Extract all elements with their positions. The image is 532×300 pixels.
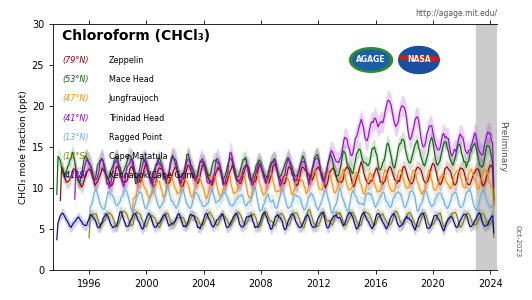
Text: Chloroform (CHCl₃): Chloroform (CHCl₃): [62, 29, 210, 43]
Text: Oct-2023: Oct-2023: [515, 226, 521, 258]
Text: Zeppelin: Zeppelin: [109, 56, 144, 65]
Text: (79°N): (79°N): [62, 56, 89, 65]
Ellipse shape: [353, 50, 389, 70]
Text: Trinidad Head: Trinidad Head: [109, 113, 164, 122]
Text: (41°N): (41°N): [62, 113, 89, 122]
Text: (41°S): (41°S): [62, 171, 88, 180]
Text: Preliminary: Preliminary: [498, 121, 506, 173]
Text: NASA: NASA: [407, 55, 431, 64]
Text: Ragged Point: Ragged Point: [109, 133, 162, 142]
Circle shape: [398, 46, 439, 74]
Bar: [476, 24, 497, 270]
Ellipse shape: [350, 48, 393, 72]
Text: Kennaook/Cape Grim: Kennaook/Cape Grim: [109, 171, 194, 180]
Text: (53°N): (53°N): [62, 75, 89, 84]
Polygon shape: [400, 56, 438, 61]
Text: Cape Matatula: Cape Matatula: [109, 152, 168, 161]
Text: (14°S): (14°S): [62, 152, 88, 161]
Text: (13°N): (13°N): [62, 133, 89, 142]
Text: Mace Head: Mace Head: [109, 75, 154, 84]
Text: http://agage.mit.edu/: http://agage.mit.edu/: [415, 9, 497, 18]
Text: Jungfraujoch: Jungfraujoch: [109, 94, 159, 103]
Y-axis label: CHCl₃ mole fraction (ppt): CHCl₃ mole fraction (ppt): [19, 90, 28, 204]
Text: AGAGE: AGAGE: [356, 55, 386, 64]
Text: (47°N): (47°N): [62, 94, 89, 103]
